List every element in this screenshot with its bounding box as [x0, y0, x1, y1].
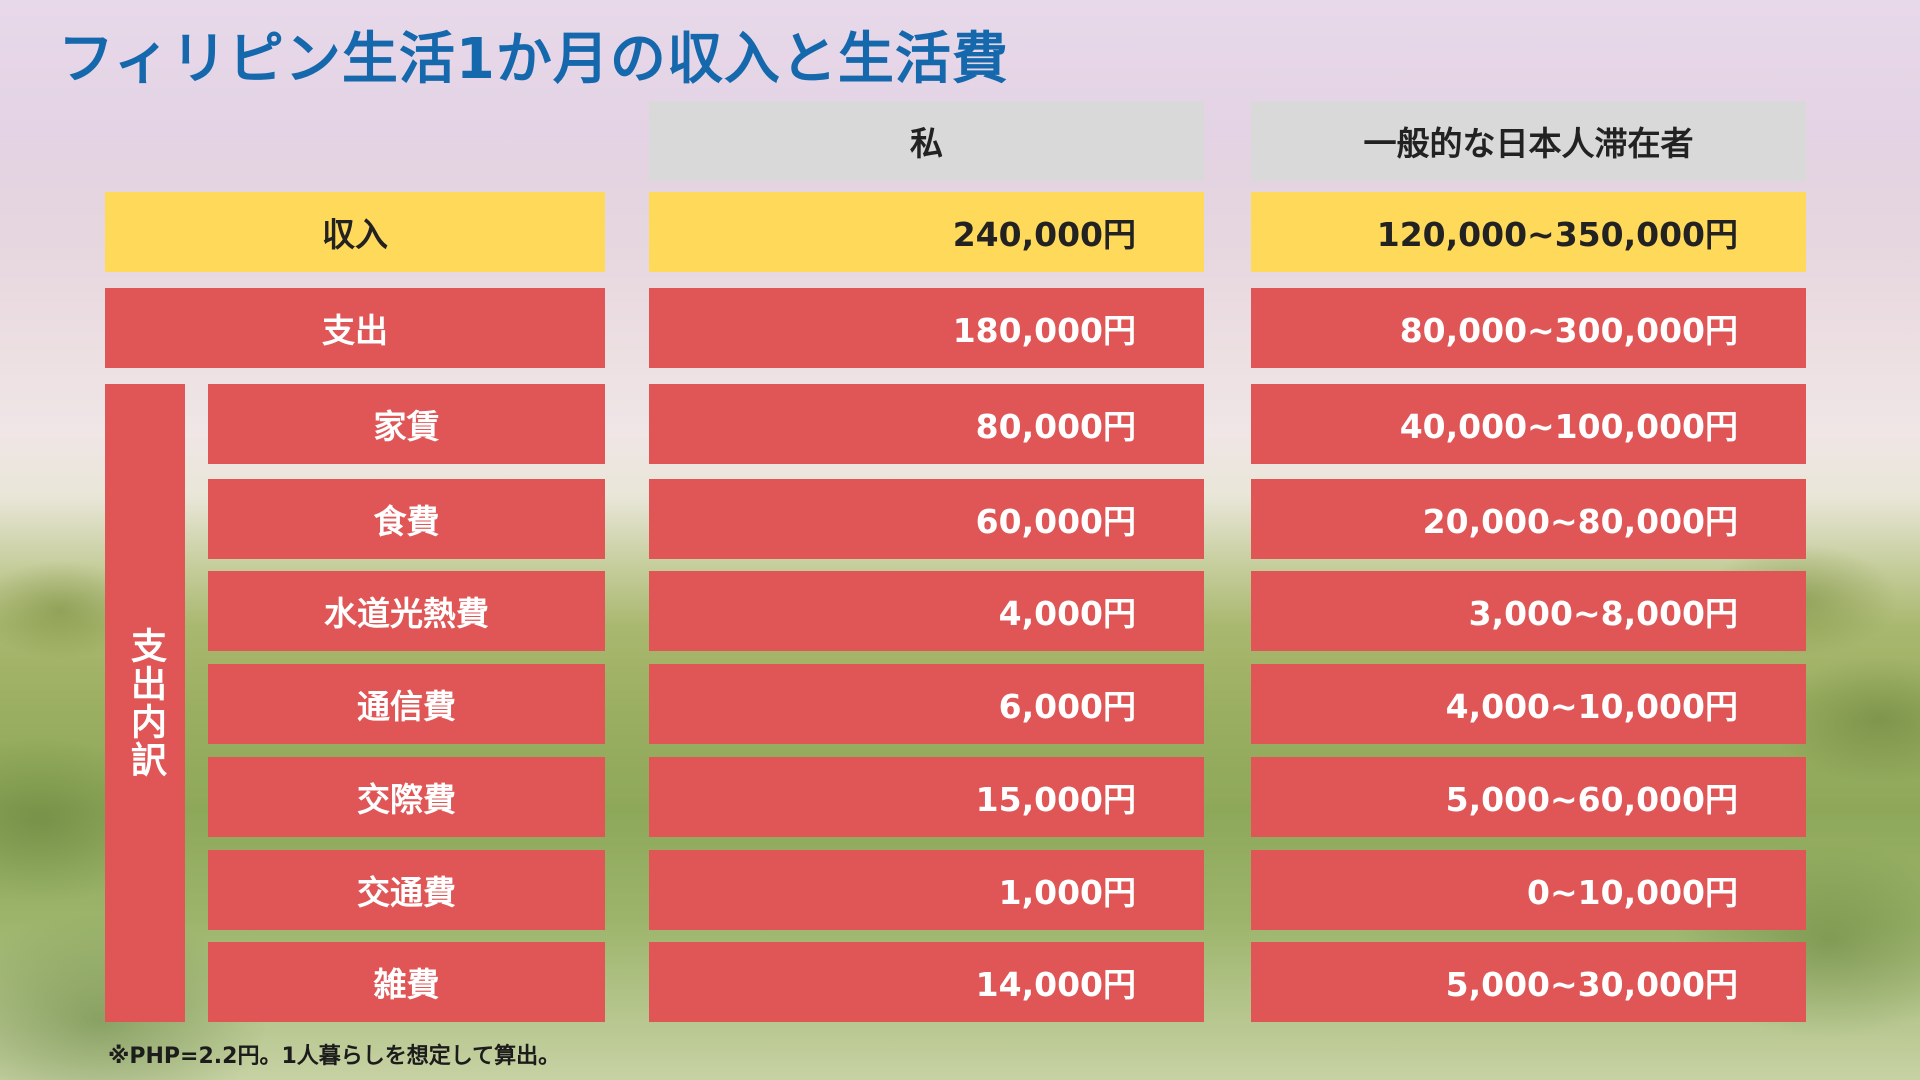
- expense-general: 80,000~300,000円: [1251, 288, 1806, 368]
- income-me: 240,000円: [649, 192, 1204, 272]
- page-title: フィリピン生活1か月の収入と生活費: [58, 27, 1009, 92]
- row-label: 交際費: [208, 757, 605, 837]
- breakdown-label-text: 支出内訳: [125, 627, 166, 779]
- row-me: 80,000円: [649, 384, 1204, 464]
- row-general: 0~10,000円: [1251, 850, 1806, 930]
- row-me: 1,000円: [649, 850, 1204, 930]
- row-general: 4,000~10,000円: [1251, 664, 1806, 744]
- row-label: 家賃: [208, 384, 605, 464]
- row-me: 14,000円: [649, 942, 1204, 1022]
- row-general: 5,000~30,000円: [1251, 942, 1806, 1022]
- row-me: 4,000円: [649, 571, 1204, 651]
- row-general: 3,000~8,000円: [1251, 571, 1806, 651]
- breakdown-vertical-label: 支出内訳: [105, 384, 185, 1022]
- footnote: ※PHP=2.2円。1人暮らしを想定して算出。: [108, 1044, 561, 1069]
- row-label: 交通費: [208, 850, 605, 930]
- row-general: 5,000~60,000円: [1251, 757, 1806, 837]
- row-me: 6,000円: [649, 664, 1204, 744]
- header-general: 一般的な日本人滞在者: [1251, 101, 1806, 181]
- row-label: 水道光熱費: [208, 571, 605, 651]
- row-me: 15,000円: [649, 757, 1204, 837]
- income-general: 120,000~350,000円: [1251, 192, 1806, 272]
- row-label: 通信費: [208, 664, 605, 744]
- header-me: 私: [649, 101, 1204, 181]
- expense-me: 180,000円: [649, 288, 1204, 368]
- expense-label: 支出: [105, 288, 605, 368]
- income-label: 収入: [105, 192, 605, 272]
- row-me: 60,000円: [649, 479, 1204, 559]
- row-label: 食費: [208, 479, 605, 559]
- row-general: 40,000~100,000円: [1251, 384, 1806, 464]
- row-general: 20,000~80,000円: [1251, 479, 1806, 559]
- row-label: 雑費: [208, 942, 605, 1022]
